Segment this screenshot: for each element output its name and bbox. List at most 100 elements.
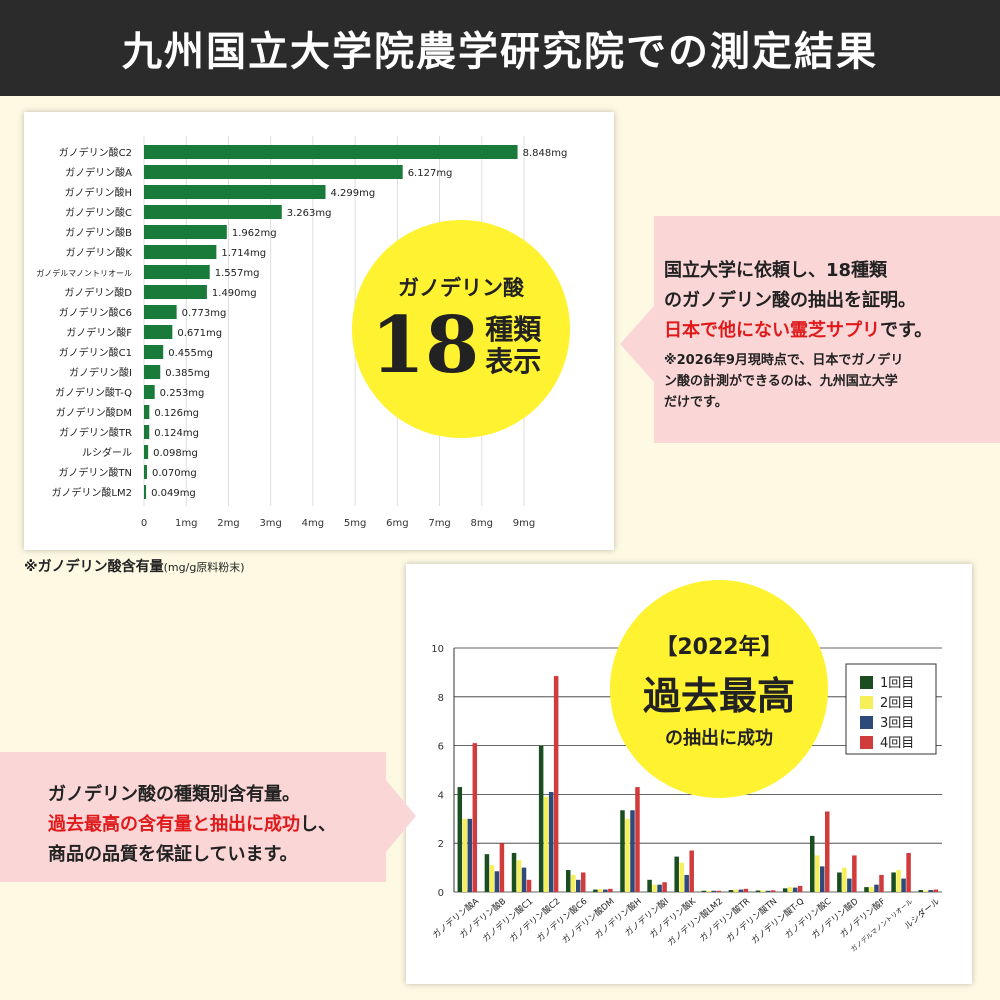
x-tick-label: 5mg (344, 518, 366, 529)
left-line-3: 商品の品質を保証しています。 (48, 844, 298, 865)
category-label: ガノデリン酸C6 (59, 306, 132, 319)
bar (566, 870, 571, 892)
category-label: ガノデリン酸C2 (59, 146, 132, 159)
bar (499, 843, 505, 892)
bar (842, 867, 847, 892)
bar (733, 889, 739, 892)
vertical-bar-chart: 0246810ガノデリン酸Aガノデリン酸Bガノデリン酸C1ガノデリン酸C2ガノデ… (430, 644, 942, 954)
bar (494, 871, 500, 892)
info-note: ※2026年9月現時点で、日本でガノデリ ン酸の計測ができるのは、九州国立大学 … (664, 350, 986, 413)
content-note: ※ガノデリン酸含有量(mg/g原料粉末) (24, 556, 245, 576)
bar (581, 872, 586, 892)
bar (797, 885, 803, 892)
badge-2022-record-text: 過去最高 (642, 672, 795, 718)
bar (716, 890, 722, 892)
bar (864, 887, 869, 892)
bar (662, 882, 667, 892)
bar (810, 835, 815, 892)
category-label: ガノデリン酸A (430, 896, 481, 941)
bar (918, 890, 923, 892)
value-label: 1.490mg (212, 288, 257, 299)
category-label: ガノデリン酸F (838, 896, 888, 940)
x-tick-label: 0 (141, 518, 147, 529)
bar (521, 867, 527, 892)
bar (874, 884, 879, 892)
bar (144, 185, 326, 199)
bar (630, 810, 635, 892)
y-tick-label: 0 (438, 888, 444, 899)
info-line-2: のガノデリン酸の抽出を証明。 (664, 290, 916, 311)
category-label: ガノデリン酸D (809, 896, 861, 942)
bar (906, 852, 911, 892)
bar (484, 854, 490, 892)
bar (144, 225, 227, 239)
info-line-3-rest: です。 (880, 320, 933, 341)
x-tick-label: 8mg (471, 518, 493, 529)
bar (891, 872, 896, 892)
bar (743, 888, 749, 892)
bar (701, 890, 707, 892)
badge-18-kind: 種類表示 (485, 313, 542, 378)
badge-18-types: ガノデリン酸 18 種類表示 (352, 220, 570, 438)
x-tick-label: 1mg (175, 518, 197, 529)
bar (543, 796, 549, 892)
category-label: ガノデリン酸C (783, 896, 834, 941)
y-tick-label: 6 (438, 742, 444, 753)
category-label: ガノデリン酸T-Q (55, 386, 132, 399)
bar (787, 887, 793, 892)
bar (755, 890, 761, 892)
left-line-1: ガノデリン酸の種類別含有量。 (48, 784, 300, 805)
bar (144, 165, 403, 179)
legend-swatch (860, 736, 873, 749)
left-line-2-rest: し、 (300, 814, 336, 835)
bar (933, 889, 938, 892)
bar (144, 485, 147, 499)
value-label: 0.098mg (153, 448, 198, 459)
bar (792, 887, 798, 892)
bar (457, 787, 463, 892)
info-note-1: ※2026年9月現時点で、日本でガノデリ (664, 353, 904, 368)
legend-swatch (860, 716, 873, 729)
bar (467, 818, 473, 892)
badge-2022-year: 【2022年】 (655, 634, 783, 660)
info-line-3: 日本で他にない霊芝サプリです。 (664, 316, 986, 346)
badge-18-number: 18 (370, 300, 480, 391)
bar (652, 884, 657, 892)
legend-label: 1回目 (880, 676, 914, 691)
bar (144, 365, 161, 379)
value-label: 0.253mg (160, 388, 205, 399)
bar (674, 856, 679, 892)
bar (635, 787, 640, 892)
bar (603, 889, 608, 892)
category-label: ガノデリン酸D (64, 286, 132, 299)
bar (144, 445, 149, 459)
bar (489, 865, 495, 892)
x-tick-label: 2mg (217, 518, 239, 529)
bar (548, 791, 554, 892)
bar (765, 890, 771, 892)
y-tick-label: 2 (438, 839, 444, 850)
bar (598, 889, 603, 892)
info-note-3: だけです。 (664, 395, 728, 410)
bar (625, 818, 630, 892)
value-label: 0.126mg (154, 408, 199, 419)
x-tick-label: 7mg (428, 518, 450, 529)
bar (684, 874, 689, 892)
badge-2022-record: 【2022年】 過去最高 の抽出に成功 (610, 580, 828, 798)
bar (144, 465, 147, 479)
value-label: 3.263mg (287, 208, 332, 219)
bar (728, 890, 734, 892)
badge-18-row: 18 種類表示 (371, 306, 552, 386)
category-label: ガノデルマノントリオール (36, 268, 132, 278)
x-tick-label: 4mg (302, 518, 324, 529)
value-label: 0.385mg (165, 368, 210, 379)
bar (144, 345, 164, 359)
info-note-2: ン酸の計測ができるのは、九州国立大学 (664, 374, 898, 389)
bar (837, 872, 842, 892)
y-tick-label: 8 (438, 693, 444, 704)
bar (820, 866, 825, 892)
bar (472, 743, 478, 892)
category-label: ルシダール (82, 446, 132, 459)
category-label: ガノデリン酸F (66, 326, 132, 339)
bar (538, 745, 544, 892)
